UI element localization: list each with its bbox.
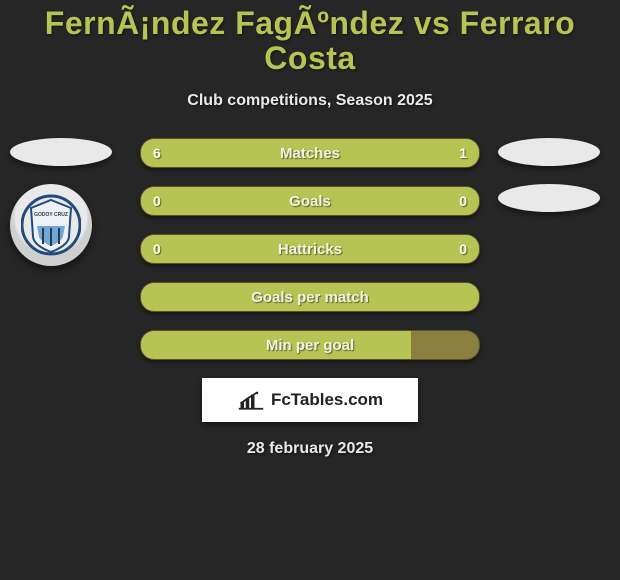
date-label: 28 february 2025 <box>0 440 620 458</box>
stat-bar: 61Matches <box>140 138 480 168</box>
stat-bars: 61Matches00Goals00HattricksGoals per mat… <box>140 138 480 360</box>
player-pill <box>498 138 600 166</box>
stat-value-left: 6 <box>153 139 161 167</box>
stat-bar: Goals per match <box>140 282 480 312</box>
player-pill <box>10 138 112 166</box>
bar-fill-left <box>141 187 310 215</box>
bar-chart-icon <box>237 389 265 411</box>
brand-badge[interactable]: FcTables.com <box>202 378 418 422</box>
bar-fill-left <box>141 283 479 311</box>
content-area: GODOY CRUZ 61Matches00Goals00HattricksGo… <box>0 138 620 458</box>
right-player-column <box>480 138 620 212</box>
svg-text:GODOY CRUZ: GODOY CRUZ <box>34 212 68 218</box>
stat-bar: Min per goal <box>140 330 480 360</box>
shield-icon: GODOY CRUZ <box>21 192 81 258</box>
bar-fill-right <box>431 139 479 167</box>
bar-fill-left <box>141 235 310 263</box>
stat-bar: 00Hattricks <box>140 234 480 264</box>
comparison-card: FernÃ¡ndez FagÃºndez vs Ferraro Costa Cl… <box>0 0 620 580</box>
stat-value-right: 0 <box>459 235 467 263</box>
subtitle: Club competitions, Season 2025 <box>0 92 620 110</box>
bar-fill-right <box>310 187 479 215</box>
bar-fill-left <box>141 139 431 167</box>
stat-value-left: 0 <box>153 235 161 263</box>
bar-fill-left <box>141 331 411 359</box>
bar-fill-right <box>310 235 479 263</box>
player-pill <box>498 184 600 212</box>
left-player-column: GODOY CRUZ <box>0 138 130 266</box>
club-crest: GODOY CRUZ <box>10 184 92 266</box>
page-title: FernÃ¡ndez FagÃºndez vs Ferraro Costa <box>0 0 620 76</box>
stat-value-right: 1 <box>459 139 467 167</box>
brand-label: FcTables.com <box>271 390 383 410</box>
stat-bar: 00Goals <box>140 186 480 216</box>
stat-value-right: 0 <box>459 187 467 215</box>
stat-value-left: 0 <box>153 187 161 215</box>
